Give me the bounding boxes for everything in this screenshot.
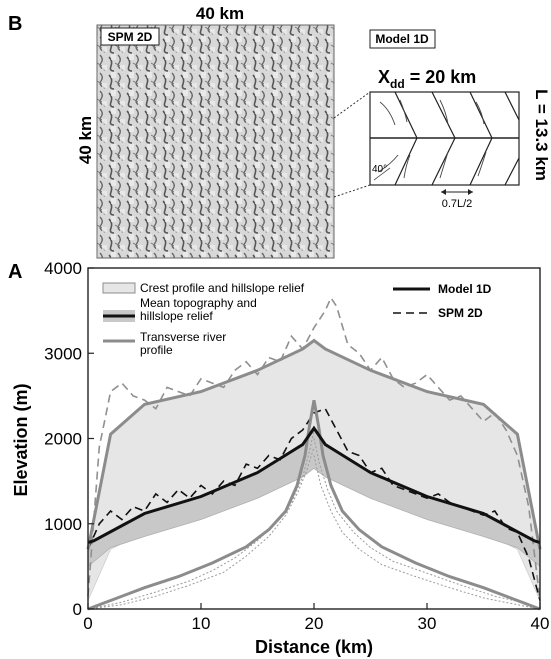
model-river-left-line xyxy=(87,399,316,611)
model-1d-network xyxy=(369,91,520,186)
y-tick-label: 2000 xyxy=(44,430,82,449)
spm-2d-badge: SPM 2D xyxy=(108,30,153,44)
x-tick-label: 30 xyxy=(418,614,437,633)
model-mean-line xyxy=(87,425,541,544)
length-label: L = 13.3 km xyxy=(532,89,551,181)
x-axis-label: Distance (km) xyxy=(255,637,373,657)
model-1d-badge-box xyxy=(369,29,436,49)
legend-label-crest: Crest profile and hillslope relief xyxy=(140,281,305,295)
xdd-label: Xdd = 20 km xyxy=(378,67,476,91)
spm-river-line-1 xyxy=(87,429,315,610)
crest-relief-band xyxy=(87,339,541,601)
panel-a-letter: A xyxy=(8,261,22,283)
y-tick-label: 3000 xyxy=(44,344,82,363)
elevation-chart: 0 10 20 30 40 0 1000 2000 3000 4000 Crest profile… xyxy=(44,259,549,633)
x-tick-label: 40 xyxy=(531,614,550,633)
spm-river-line-2 xyxy=(87,446,315,610)
y-tick-label: 0 xyxy=(73,600,82,619)
spacing-label: 0.7L/2 xyxy=(442,198,473,210)
y-tick-label: 4000 xyxy=(44,259,82,278)
x-tick-label: 20 xyxy=(305,614,324,633)
zoom-line-bottom xyxy=(333,184,371,198)
spm-river-line-4 xyxy=(313,455,541,610)
zoom-line-top xyxy=(333,91,371,119)
legend-label-river: Transverse river profile xyxy=(140,330,226,357)
spm-river-line-3 xyxy=(313,438,541,610)
model-crest-line xyxy=(86,338,542,550)
y-axis-label: Elevation (m) xyxy=(11,383,31,496)
legend-swatch-crest xyxy=(102,282,136,294)
spm-mean-line xyxy=(87,407,541,601)
spm-2d-badge-box xyxy=(100,27,160,46)
legend-label-model: Model 1D xyxy=(438,282,492,296)
model-1d-badge: Model 1D xyxy=(375,32,429,46)
x-tick-label: 0 xyxy=(83,614,92,633)
panel-b-letter: B xyxy=(8,13,22,35)
map-size-side: 40 km xyxy=(76,116,95,164)
angle-label: 40° xyxy=(372,164,387,175)
spm-crest-line xyxy=(87,296,541,601)
legend-label-spm: SPM 2D xyxy=(438,306,483,320)
map-size-top: 40 km xyxy=(196,4,244,23)
legend-label-mean: Mean topography and hillslope relief xyxy=(140,296,257,323)
model-river-right-line xyxy=(312,399,541,611)
spm-2d-map xyxy=(96,24,335,259)
spacing-arrow xyxy=(441,189,473,195)
x-tick-label: 10 xyxy=(192,614,211,633)
y-tick-label: 1000 xyxy=(44,515,82,534)
